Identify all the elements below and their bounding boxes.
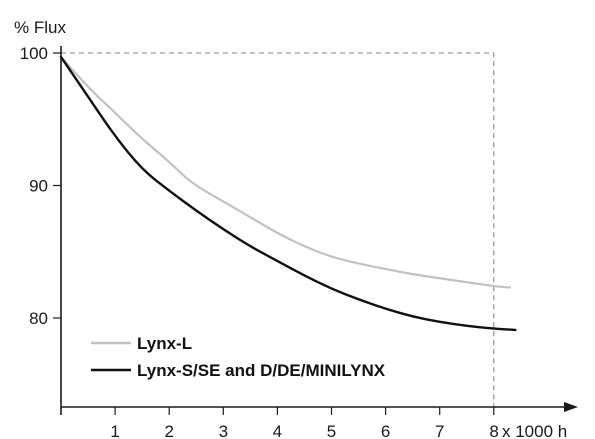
- x-tick-label: 8: [489, 422, 498, 439]
- x-tick-label: 7: [435, 422, 444, 439]
- x-tick-label: 3: [219, 422, 228, 439]
- y-axis-title: % Flux: [14, 18, 66, 37]
- x-tick-label: 2: [164, 422, 173, 439]
- x-tick-label: 1: [110, 422, 119, 439]
- legend-label-lynx-l: Lynx-L: [137, 334, 192, 353]
- reference-dashed-box: [61, 52, 495, 407]
- legend-label-lynx-s-se-and-d-de-minilynx: Lynx-S/SE and D/DE/MINILYNX: [137, 361, 386, 380]
- x-tick-label: 6: [381, 422, 390, 439]
- x-tick-label: 5: [327, 422, 336, 439]
- series-line-lynx-s-se-and-d-de-minilynx: [59, 55, 517, 332]
- x-tick-label: 4: [273, 422, 282, 439]
- x-axis-unit-label: x 1000 h: [502, 422, 567, 439]
- series-line-lynx-l: [59, 55, 512, 289]
- y-tick-label: 90: [29, 177, 48, 196]
- y-tick-label: 100: [20, 44, 48, 63]
- x-axis-arrow: [564, 402, 578, 412]
- y-tick-label: 80: [29, 309, 48, 328]
